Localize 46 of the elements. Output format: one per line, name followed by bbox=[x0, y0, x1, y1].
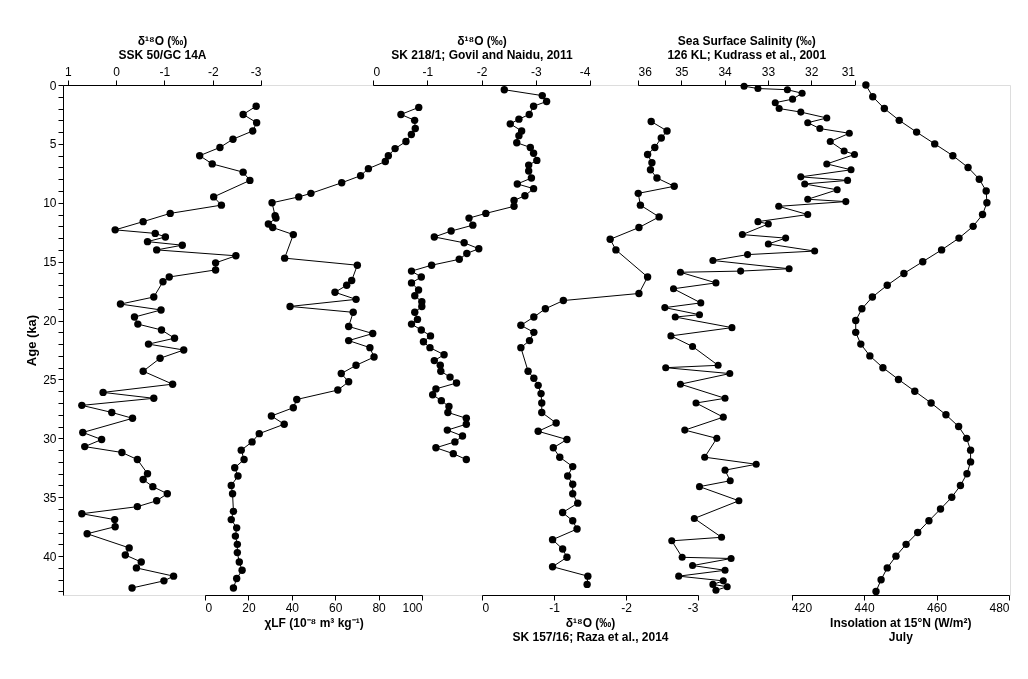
x-tick-label: -1 bbox=[422, 64, 434, 79]
x-tick-label: 31 bbox=[841, 64, 856, 79]
x-axis-title: δ¹⁸O (‰) SSK 50/GC 14A bbox=[118, 33, 207, 62]
y-tick-label: 30 bbox=[43, 431, 57, 446]
y-tick-label: 35 bbox=[43, 490, 57, 505]
x-tick-label: -2 bbox=[476, 64, 488, 79]
x-tick-label: 32 bbox=[805, 64, 819, 79]
x-tick-label: 40 bbox=[285, 600, 300, 615]
x-tick-label: 420 bbox=[792, 600, 813, 615]
x-axis-title: Sea Surface Salinity (‰) 126 KL; Kudrass et al., 2001 bbox=[667, 33, 827, 62]
x-tick-label: 0 bbox=[205, 600, 213, 615]
x-tick-label: -2 bbox=[207, 64, 219, 79]
x-tick-label: 60 bbox=[329, 600, 343, 615]
y-tick-label: 40 bbox=[43, 549, 57, 564]
x-tick-label: 0 bbox=[113, 64, 121, 79]
y-tick-label: 20 bbox=[43, 314, 57, 329]
y-tick-label: 15 bbox=[43, 255, 57, 270]
x-tick-label: -3 bbox=[530, 64, 542, 79]
x-tick-label: 35 bbox=[675, 64, 689, 79]
x-axis-title: δ¹⁸O (‰) SK 157/16; Raza et al., 2014 bbox=[512, 615, 669, 644]
y-axis-title: Age (ka) bbox=[24, 314, 40, 367]
x-tick-label: -2 bbox=[621, 600, 633, 615]
x-tick-label: 0 bbox=[373, 64, 381, 79]
x-tick-label: -4 bbox=[579, 64, 591, 79]
x-tick-label: 440 bbox=[854, 600, 875, 615]
x-tick-label: 480 bbox=[989, 600, 1010, 615]
x-axis-title: δ¹⁸O (‰) SK 218/1; Govil and Naidu, 2011 bbox=[391, 33, 574, 62]
x-tick-label: 36 bbox=[638, 64, 653, 79]
x-tick-label: -3 bbox=[250, 64, 262, 79]
y-tick-label: 10 bbox=[43, 196, 57, 211]
x-tick-label: 34 bbox=[718, 64, 733, 79]
x-tick-label: 100 bbox=[402, 600, 423, 615]
x-tick-label: 20 bbox=[242, 600, 256, 615]
x-axis-title: Insolation at 15°N (W/m²) July bbox=[830, 615, 972, 644]
x-tick-label: 33 bbox=[761, 64, 776, 79]
x-tick-label: -1 bbox=[159, 64, 171, 79]
x-tick-label: 0 bbox=[482, 600, 490, 615]
y-tick-label: 5 bbox=[49, 137, 57, 152]
x-axis-title: χLF (10⁻⁸ m³ kg⁻¹) bbox=[264, 615, 364, 630]
x-tick-label: -1 bbox=[549, 600, 561, 615]
x-tick-label: 1 bbox=[64, 64, 72, 79]
x-tick-label: -3 bbox=[687, 600, 699, 615]
y-tick-label: 25 bbox=[43, 372, 57, 387]
x-tick-label: 460 bbox=[927, 600, 948, 615]
x-tick-label: 80 bbox=[372, 600, 387, 615]
y-tick-label: 0 bbox=[49, 78, 57, 93]
